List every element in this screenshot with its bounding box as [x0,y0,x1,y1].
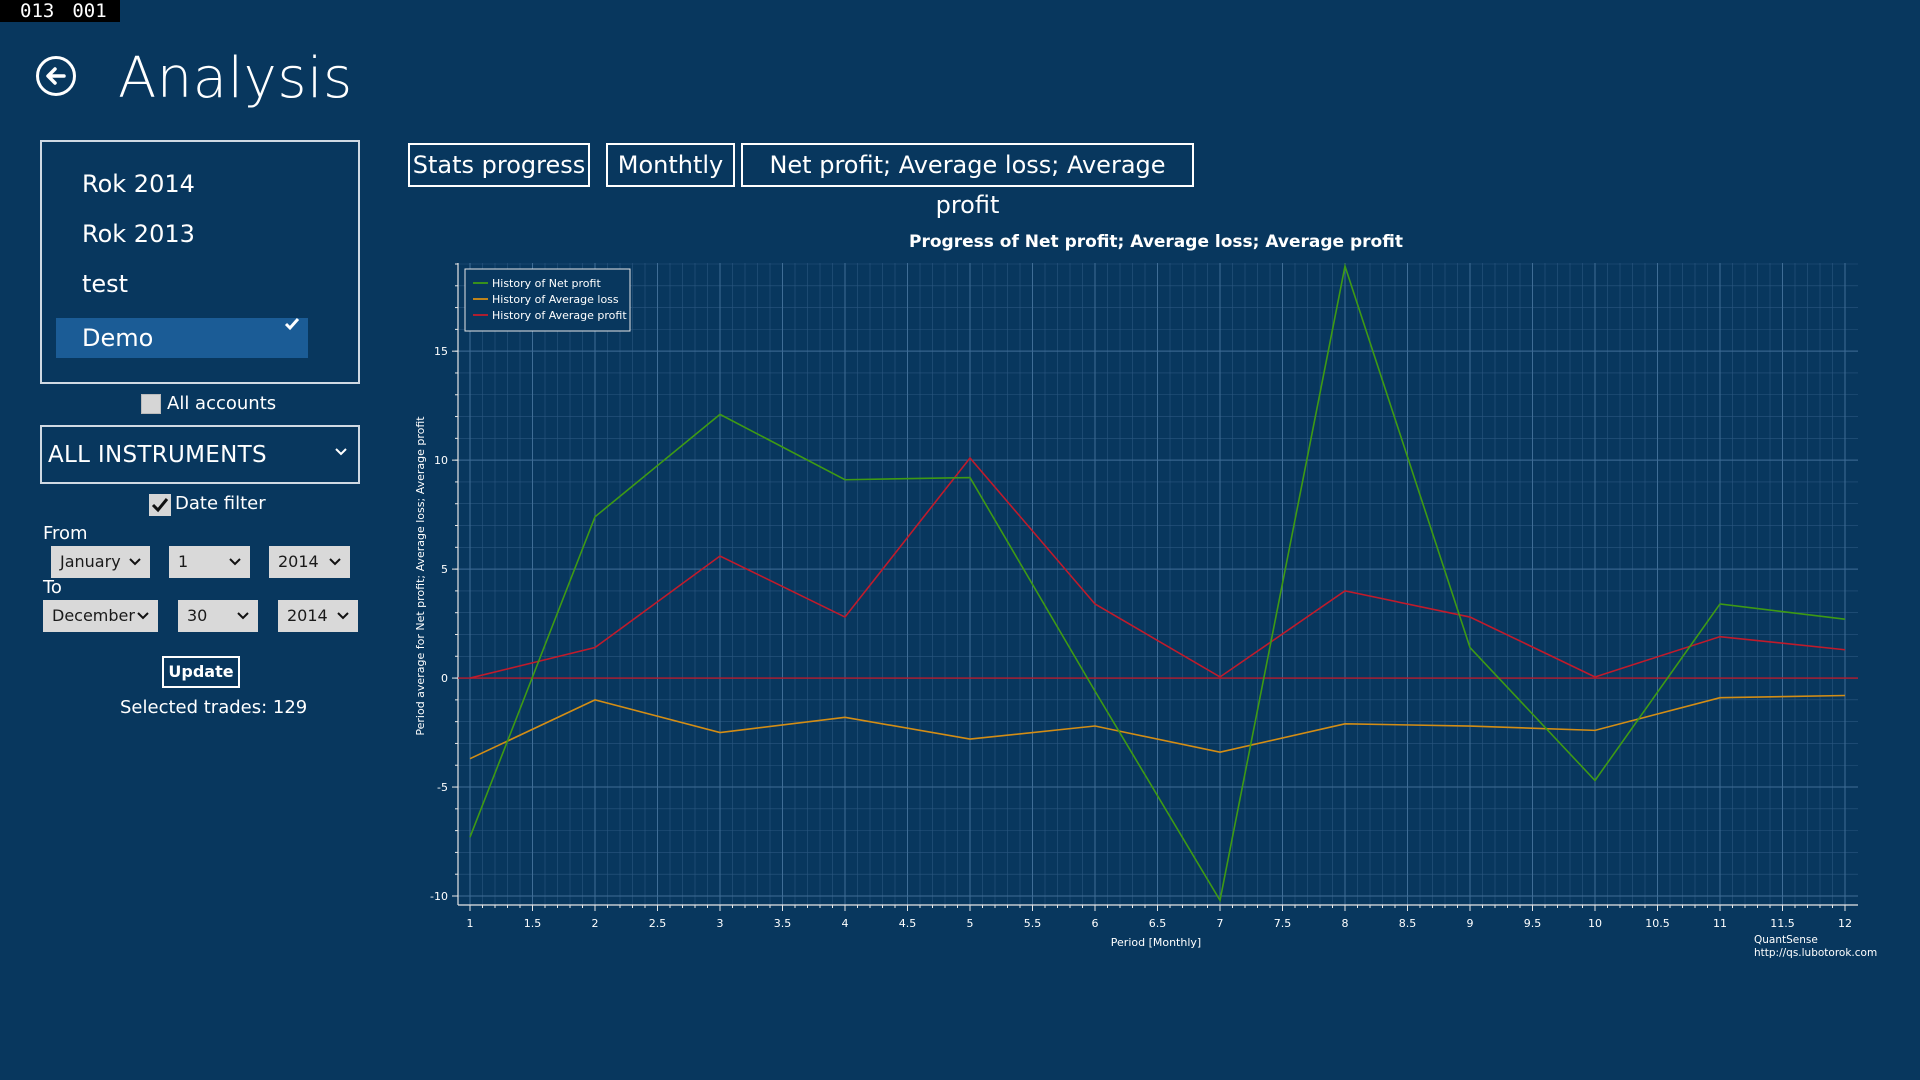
metrics-button[interactable]: Net profit; Average loss; Average profit [741,143,1194,219]
x-tick-label: 5.5 [1024,917,1042,930]
all-accounts-checkbox[interactable] [141,394,161,414]
chart-title: Progress of Net profit; Average loss; Av… [909,232,1403,252]
x-tick-label: 9.5 [1524,917,1542,930]
period-button[interactable]: Monthtly [606,143,735,187]
x-tick-label: 1 [467,917,474,930]
x-tick-label: 1.5 [524,917,542,930]
chevron-down-icon [129,558,141,566]
y-tick-label: 5 [441,563,448,576]
chevron-down-icon [237,612,249,620]
x-tick-label: 4.5 [899,917,917,930]
x-tick-label: 8.5 [1399,917,1417,930]
arrow-left-icon [46,67,66,85]
checkmark-icon [151,498,169,513]
x-tick-label: 10.5 [1645,917,1670,930]
chevron-down-icon [329,558,341,566]
x-tick-label: 3 [717,917,724,930]
account-label: Demo [82,324,154,352]
axes: 1 1.5 2 2.5 3 3.5 4 4.5 5 5.5 6 6.5 7 7.5 8 8.5 9 9.5 10 10… [430,263,1858,930]
series-line [469,694,1846,760]
account-label: Rok 2014 [82,170,195,198]
x-tick-label: 11.5 [1770,917,1795,930]
y-tick-label: -5 [437,781,448,794]
from-month-select[interactable]: January [51,546,150,578]
counter-right: 001 [72,0,107,22]
y-axis-label: Period average for Net profit; Average l… [414,416,427,736]
legend-label: History of Average loss [492,293,619,306]
x-tick-label: 6 [1092,917,1099,930]
chevron-down-icon [229,558,241,566]
page-title: Analysis [118,46,353,111]
back-button[interactable] [36,56,76,96]
watermark-url: http://qs.lubotorok.com [1754,947,1877,959]
grid-major [458,263,1858,905]
checkmark-icon [284,318,300,331]
account-item[interactable]: Rok 2013 [56,214,308,254]
account-item-selected[interactable]: Demo [56,318,308,358]
from-day-value: 1 [178,552,189,571]
stats-progress-button[interactable]: Stats progress [408,143,590,187]
account-item[interactable]: Rok 2014 [56,164,308,204]
x-tick-label: 8 [1342,917,1349,930]
from-label: From [43,523,88,544]
y-tick-label: 10 [434,454,448,467]
account-label: Rok 2013 [82,220,195,248]
x-tick-label: 12 [1838,917,1852,930]
x-axis-label: Period [Monthly] [1111,936,1201,949]
x-tick-label: 5 [967,917,974,930]
series-line [469,456,1846,679]
x-tick-label: 3.5 [774,917,792,930]
y-tick-label: 15 [434,345,448,358]
chevron-down-icon [337,612,349,620]
x-tick-label: 4 [842,917,849,930]
x-tick-label: 7.5 [1274,917,1292,930]
instruments-value: ALL INSTRUMENTS [48,442,267,468]
to-year-value: 2014 [287,606,328,625]
date-filter-checkbox[interactable] [149,494,171,516]
y-tick-label: -10 [430,890,448,903]
to-year-select[interactable]: 2014 [278,600,358,632]
from-month-value: January [60,552,121,571]
to-day-select[interactable]: 30 [178,600,258,632]
from-day-select[interactable]: 1 [169,546,250,578]
x-tick-label: 9 [1467,917,1474,930]
date-filter-label: Date filter [175,493,266,514]
x-tick-label: 10 [1588,917,1602,930]
account-label: test [82,270,129,298]
chevron-down-icon [137,612,149,620]
all-accounts-label: All accounts [167,393,277,414]
chart-legend: History of Net profit History of Average … [464,268,631,332]
from-year-select[interactable]: 2014 [269,546,350,578]
to-month-value: December [52,606,135,625]
x-tick-label: 7 [1217,917,1224,930]
counter-left: 013 [20,0,55,22]
instruments-select[interactable]: ALL INSTRUMENTS [40,425,360,484]
from-year-value: 2014 [278,552,319,571]
line-chart: Progress of Net profit; Average loss; Av… [414,232,1877,959]
x-tick-label: 2 [592,917,599,930]
legend-label: History of Average profit [492,309,627,322]
legend-box [464,268,631,332]
legend-label: History of Net profit [492,277,601,290]
account-item[interactable]: test [56,264,308,304]
account-list[interactable]: Rok 2014 Rok 2013 test Demo [40,140,360,384]
to-day-value: 30 [187,606,208,625]
selected-trades-count: Selected trades: 129 [120,697,308,718]
chevron-down-icon [335,448,347,456]
to-month-select[interactable]: December [43,600,158,632]
x-tick-label: 11 [1713,917,1727,930]
series-lines [458,263,1858,903]
x-tick-label: 6.5 [1149,917,1167,930]
x-tick-label: 2.5 [649,917,667,930]
frame-counter: 013 001 [0,0,120,22]
y-tick-label: 0 [441,672,448,685]
watermark-name: QuantSense [1754,934,1818,946]
series-line [469,263,1846,903]
to-label: To [43,577,62,598]
update-button[interactable]: Update [162,656,240,688]
